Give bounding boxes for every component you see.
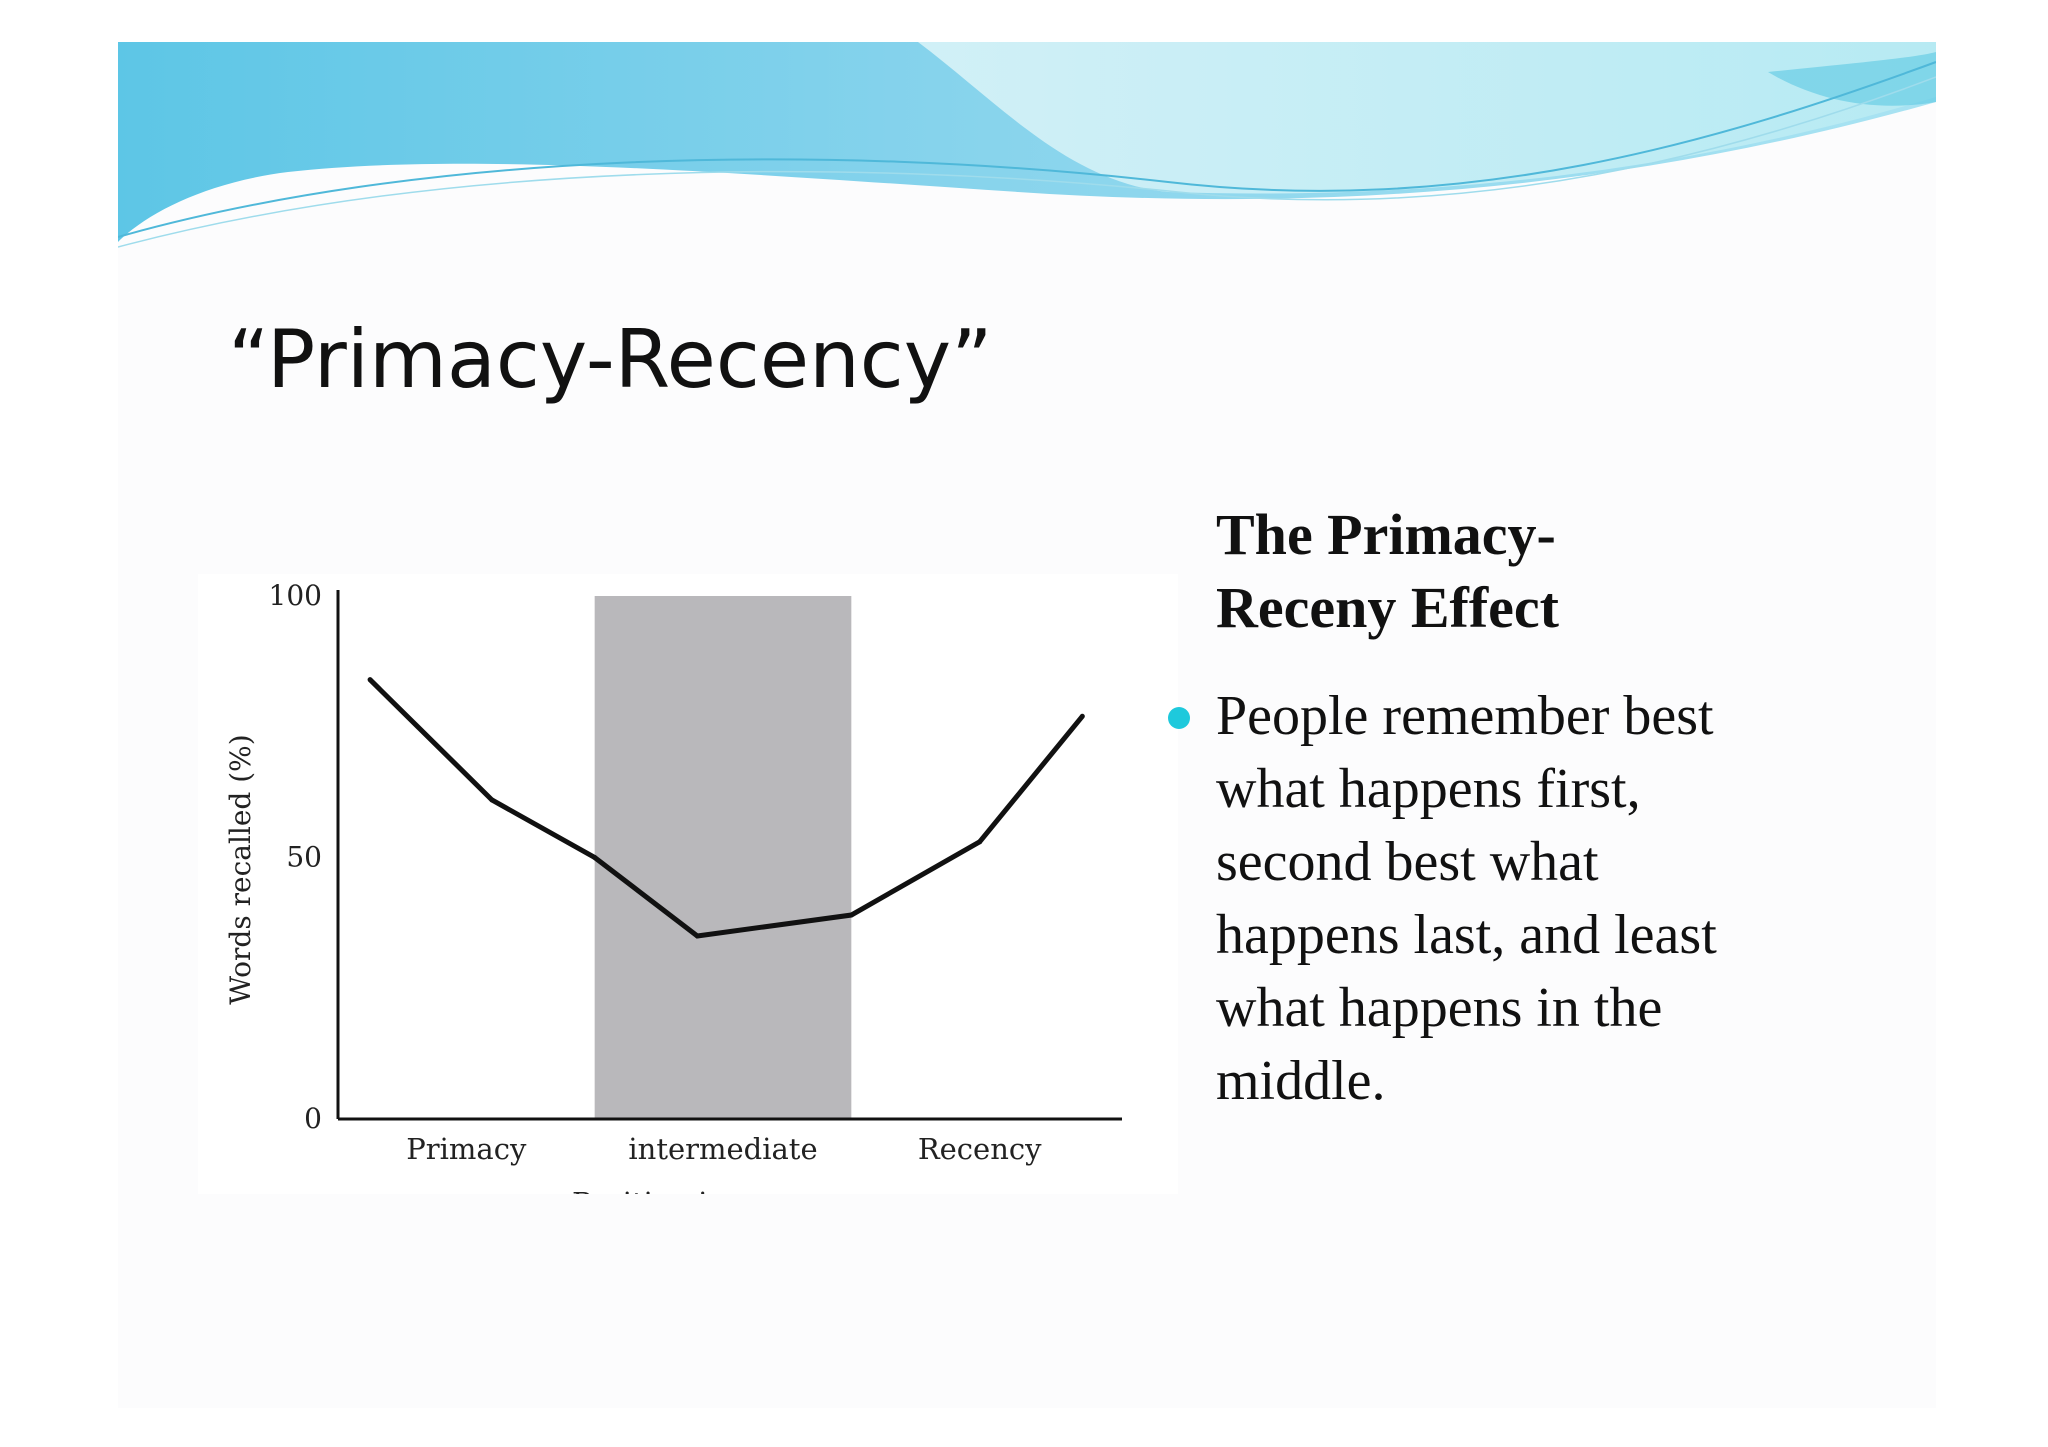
chart-panel: 0 50 100 Primacy intermediate Recency Words … xyxy=(198,574,1178,1194)
data-point-1 xyxy=(367,677,373,683)
shaded-region-intermediate xyxy=(594,596,852,1119)
data-point-6 xyxy=(977,839,983,845)
x-axis-title: Position in sequence xyxy=(572,1186,874,1194)
data-point-7 xyxy=(1079,713,1085,719)
x-category-label-primacy: Primacy xyxy=(406,1132,527,1166)
x-category-label-intermediate: intermediate xyxy=(628,1132,817,1166)
y-tick-labels: 0 50 100 xyxy=(269,579,322,1135)
wave-banner xyxy=(118,42,1936,248)
side-text-panel: The Primacy-Receny Effect People remembe… xyxy=(1168,498,1916,1118)
serial-position-chart: 0 50 100 Primacy intermediate Recency Words … xyxy=(224,579,1122,1194)
bullet-dot-icon xyxy=(1168,707,1190,729)
data-point-5 xyxy=(848,912,854,918)
bullet-text: People remember best what happens first,… xyxy=(1216,685,1717,1112)
y-tick-label-50: 50 xyxy=(286,841,322,874)
slide: “Primacy-Recency” 0 50 100 Primacy intermed… xyxy=(118,42,1936,1408)
x-category-labels: Primacy intermediate Recency xyxy=(406,1132,1042,1166)
y-axis-title: Words recalled (%) xyxy=(224,734,257,1004)
x-category-label-recency: Recency xyxy=(918,1132,1042,1166)
data-point-2 xyxy=(489,797,495,803)
y-tick-label-0: 0 xyxy=(304,1102,322,1135)
data-point-3 xyxy=(592,855,598,860)
bullet-item: People remember best what happens first,… xyxy=(1168,680,1776,1118)
bullet-list: People remember best what happens first,… xyxy=(1168,680,1916,1118)
slide-title: “Primacy-Recency” xyxy=(228,313,993,406)
y-tick-label-100: 100 xyxy=(269,579,322,612)
data-point-4 xyxy=(694,933,700,939)
side-heading: The Primacy-Receny Effect xyxy=(1216,502,1559,640)
recall-series-points xyxy=(367,677,1085,939)
